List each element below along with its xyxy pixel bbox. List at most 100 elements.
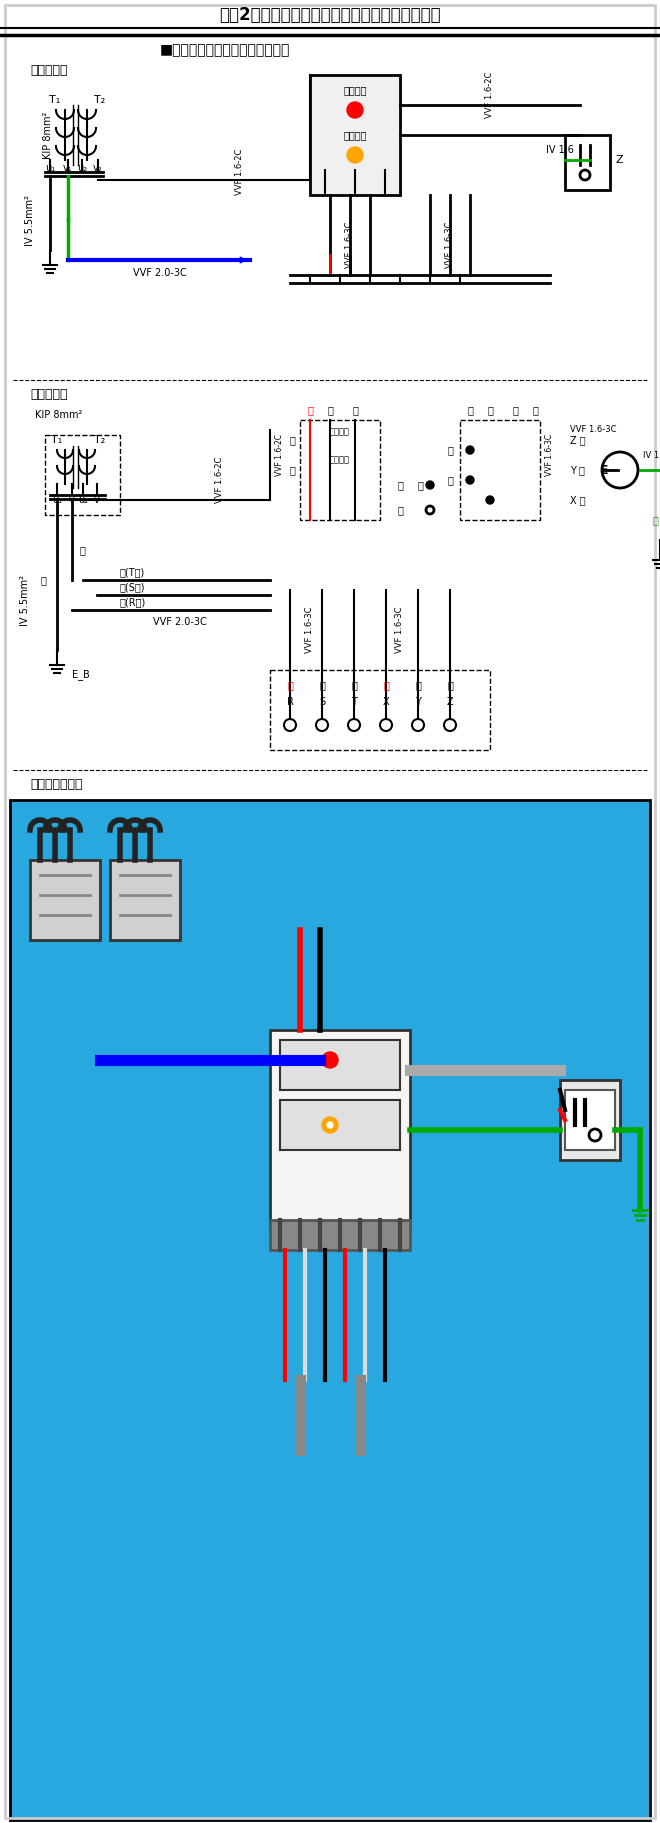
Text: Z: Z (447, 696, 453, 707)
Text: 運転表示: 運転表示 (343, 86, 367, 95)
Bar (565, 1090, 615, 1150)
Text: X 赤: X 赤 (570, 496, 585, 505)
Text: Y: Y (415, 696, 421, 707)
Circle shape (466, 476, 474, 483)
Text: u₁: u₁ (52, 496, 62, 505)
Text: 白: 白 (512, 405, 518, 416)
Bar (560, 1079, 620, 1159)
Text: 白: 白 (327, 405, 333, 416)
Text: KIP 8mm²: KIP 8mm² (43, 111, 53, 159)
Text: 中: 中 (417, 479, 423, 490)
Text: T₁: T₁ (51, 436, 63, 445)
Text: T₂: T₂ (94, 95, 106, 106)
Text: IV 5.5mm²: IV 5.5mm² (25, 195, 35, 246)
Circle shape (327, 1121, 333, 1128)
Text: v: v (69, 496, 75, 505)
Text: ■完成作品の概念図と正解作品例: ■完成作品の概念図と正解作品例 (160, 44, 290, 57)
Text: 白: 白 (467, 405, 473, 416)
Text: 黒(T相): 黒(T相) (120, 567, 145, 578)
Text: 小: 小 (447, 476, 453, 485)
Text: VVF 2.0-3C: VVF 2.0-3C (153, 616, 207, 627)
Text: u₁: u₁ (45, 162, 55, 173)
Circle shape (466, 447, 474, 454)
Text: 電源表示: 電源表示 (330, 456, 350, 465)
Text: KIP 8mm²: KIP 8mm² (35, 410, 82, 419)
Text: 黒: 黒 (532, 405, 538, 416)
Text: IV 1.6: IV 1.6 (643, 450, 660, 459)
Text: 黒: 黒 (352, 405, 358, 416)
Text: 白: 白 (289, 436, 295, 445)
Text: 赤: 赤 (287, 680, 293, 689)
Text: 白(S相): 白(S相) (120, 582, 145, 592)
Text: VVF 1.6-2C: VVF 1.6-2C (216, 458, 224, 503)
Bar (280, 1099, 400, 1150)
Text: T: T (351, 696, 357, 707)
Text: VVF 1.6-3C: VVF 1.6-3C (446, 222, 455, 268)
Text: T₁: T₁ (50, 95, 61, 106)
Bar (280, 1039, 400, 1090)
Bar (270, 1220, 410, 1251)
Text: v₂: v₂ (93, 162, 103, 173)
Bar (110, 860, 180, 941)
Text: 黒: 黒 (289, 465, 295, 476)
Bar (270, 671, 490, 749)
Text: Y 白: Y 白 (570, 465, 585, 476)
Text: R: R (286, 696, 294, 707)
Text: Z 黒: Z 黒 (570, 436, 585, 445)
Text: T₂: T₂ (94, 436, 106, 445)
Text: 赤: 赤 (307, 405, 313, 416)
Text: 運転表示: 運転表示 (330, 428, 350, 436)
Bar (300, 419, 380, 520)
Text: E_B: E_B (72, 669, 90, 680)
Text: 赤(R相): 赤(R相) (120, 596, 147, 607)
Text: IV 1.6: IV 1.6 (546, 146, 574, 155)
Text: 中: 中 (397, 479, 403, 490)
Circle shape (347, 148, 363, 162)
Text: VVF 1.6-2C: VVF 1.6-2C (236, 149, 244, 195)
Text: X: X (383, 696, 389, 707)
Text: 【正解作品例】: 【正解作品例】 (30, 778, 82, 791)
Text: VVF 1.6-3C: VVF 1.6-3C (546, 434, 554, 476)
Bar (10, 800, 650, 1819)
Bar (45, 436, 120, 516)
Text: 緑: 緑 (40, 574, 46, 585)
Text: 白: 白 (80, 545, 86, 554)
Text: S: S (319, 696, 325, 707)
Text: VVF 1.6-2C: VVF 1.6-2C (486, 71, 494, 118)
Text: 小: 小 (397, 505, 403, 516)
Circle shape (486, 496, 494, 503)
Bar (460, 419, 540, 520)
Text: 【複線図】: 【複線図】 (30, 388, 67, 401)
Text: 令和2年度第一種技能試験の解答　候補Ｎｏ．５: 令和2年度第一種技能試験の解答 候補Ｎｏ．５ (219, 5, 441, 24)
Circle shape (426, 481, 434, 489)
Circle shape (347, 102, 363, 118)
Bar (30, 860, 100, 941)
Text: v₁: v₁ (63, 162, 73, 173)
Text: 白: 白 (415, 680, 421, 689)
Text: 小: 小 (447, 445, 453, 456)
Text: Z: Z (615, 155, 622, 166)
Text: 電源表示: 電源表示 (343, 129, 367, 140)
Text: VVF 1.6-3C: VVF 1.6-3C (306, 607, 315, 653)
Text: 【概念図】: 【概念図】 (30, 64, 67, 77)
Text: VVF 1.6-2C: VVF 1.6-2C (275, 434, 284, 476)
Circle shape (322, 1117, 338, 1134)
Text: 赤: 赤 (383, 680, 389, 689)
Text: VVF 1.6-3C: VVF 1.6-3C (345, 222, 354, 268)
Text: 黒: 黒 (447, 680, 453, 689)
Text: v: v (94, 496, 100, 505)
Bar (565, 135, 610, 190)
Text: 黒: 黒 (351, 680, 357, 689)
Text: VVF 1.6-3C: VVF 1.6-3C (395, 607, 405, 653)
Text: VVF 1.6-3C: VVF 1.6-3C (570, 425, 616, 434)
Bar (270, 1030, 410, 1231)
Bar (310, 75, 400, 195)
Text: IV 5.5mm²: IV 5.5mm² (20, 574, 30, 625)
Text: E: E (600, 463, 609, 476)
Text: 緑: 緑 (652, 516, 658, 525)
Text: 白: 白 (319, 680, 325, 689)
Text: u₂: u₂ (77, 162, 87, 173)
Text: u₂: u₂ (78, 496, 88, 505)
Text: VVF 2.0-3C: VVF 2.0-3C (133, 268, 187, 277)
Circle shape (322, 1052, 338, 1068)
